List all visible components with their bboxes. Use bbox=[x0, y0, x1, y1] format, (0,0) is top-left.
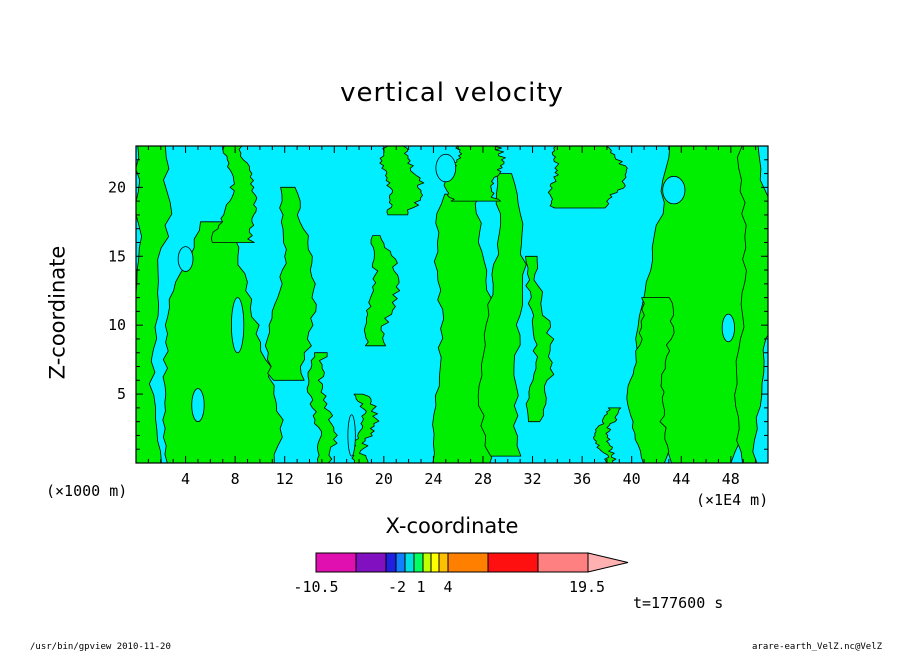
colorbar-segment-10 bbox=[487, 552, 539, 573]
x-tick-label: 4 bbox=[181, 470, 190, 488]
positive-region-15 bbox=[734, 146, 768, 463]
x-tick-label: 28 bbox=[474, 470, 492, 488]
x-tick-label: 48 bbox=[722, 470, 740, 488]
y-tick-label: 5 bbox=[117, 385, 126, 403]
footer-command: /usr/bin/gpview 2010-11-20 bbox=[30, 642, 171, 652]
negative-island-0 bbox=[231, 297, 245, 354]
negative-island-2 bbox=[347, 414, 356, 457]
chart-title: vertical velocity bbox=[340, 78, 564, 108]
colorbar-label: -2 bbox=[388, 578, 406, 596]
x-axis-label: X-coordinate bbox=[385, 514, 519, 538]
negative-island-3 bbox=[435, 153, 457, 183]
footer-source: arare-earth_VelZ.nc@VelZ bbox=[752, 642, 883, 652]
positive-region-0 bbox=[136, 146, 173, 463]
x-tick-label: 32 bbox=[524, 470, 542, 488]
positive-region-10 bbox=[525, 255, 555, 423]
positive-region-5 bbox=[363, 235, 401, 347]
negative-island-1 bbox=[191, 388, 205, 423]
x-tick-label: 40 bbox=[623, 470, 641, 488]
plot-frame bbox=[135, 145, 769, 464]
x-unit-left: (×1000 m) bbox=[46, 482, 128, 500]
colorbar-segment-8 bbox=[438, 552, 449, 573]
positive-region-6 bbox=[350, 393, 380, 463]
colorbar-label: 1 bbox=[416, 578, 425, 596]
x-tick-label: 44 bbox=[672, 470, 690, 488]
x-tick-label: 16 bbox=[325, 470, 343, 488]
positive-region-9 bbox=[477, 173, 527, 457]
positive-region-14 bbox=[547, 146, 628, 209]
positive-region-3 bbox=[264, 186, 317, 381]
colorbar-arrow bbox=[587, 552, 629, 573]
positive-region-7 bbox=[379, 146, 425, 216]
colorbar-label: 19.5 bbox=[569, 578, 605, 596]
colorbar: -10.5 -2 1 4 19.5 bbox=[293, 552, 629, 596]
x-tick-label: 20 bbox=[375, 470, 393, 488]
colorbar-segment-2 bbox=[385, 552, 397, 573]
positive-region-2 bbox=[210, 146, 258, 243]
positive-region-16 bbox=[593, 407, 622, 463]
negative-island-5 bbox=[177, 246, 194, 272]
colorbar-segment-7 bbox=[430, 552, 440, 573]
x-tick-label: 36 bbox=[573, 470, 591, 488]
colorbar-segment-11 bbox=[537, 552, 589, 573]
colorbar-segment-0 bbox=[315, 552, 357, 573]
x-tick-label: 24 bbox=[424, 470, 442, 488]
x-tick-label: 8 bbox=[231, 470, 240, 488]
colorbar-segment-9 bbox=[447, 552, 489, 573]
y-tick-label: 15 bbox=[108, 247, 126, 265]
field-contours bbox=[136, 146, 768, 463]
negative-island-4 bbox=[721, 313, 735, 343]
colorbar-segment-4 bbox=[404, 552, 415, 573]
y-tick-label: 20 bbox=[108, 178, 126, 196]
colorbar-segment-6 bbox=[422, 552, 432, 573]
colorbar-segment-5 bbox=[413, 552, 424, 573]
y-tick-label: 10 bbox=[108, 316, 126, 334]
x-unit-right: (×1E4 m) bbox=[696, 491, 769, 509]
x-tick-label: 12 bbox=[276, 470, 294, 488]
positive-region-13 bbox=[626, 297, 675, 463]
time-label: t=177600 s bbox=[633, 594, 724, 612]
colorbar-segment-3 bbox=[395, 552, 406, 573]
negative-island-6 bbox=[662, 175, 686, 205]
colorbar-label: -10.5 bbox=[293, 578, 338, 596]
colorbar-label: 4 bbox=[443, 578, 452, 596]
positive-region-4 bbox=[306, 352, 338, 463]
colorbar-segment-1 bbox=[355, 552, 387, 573]
